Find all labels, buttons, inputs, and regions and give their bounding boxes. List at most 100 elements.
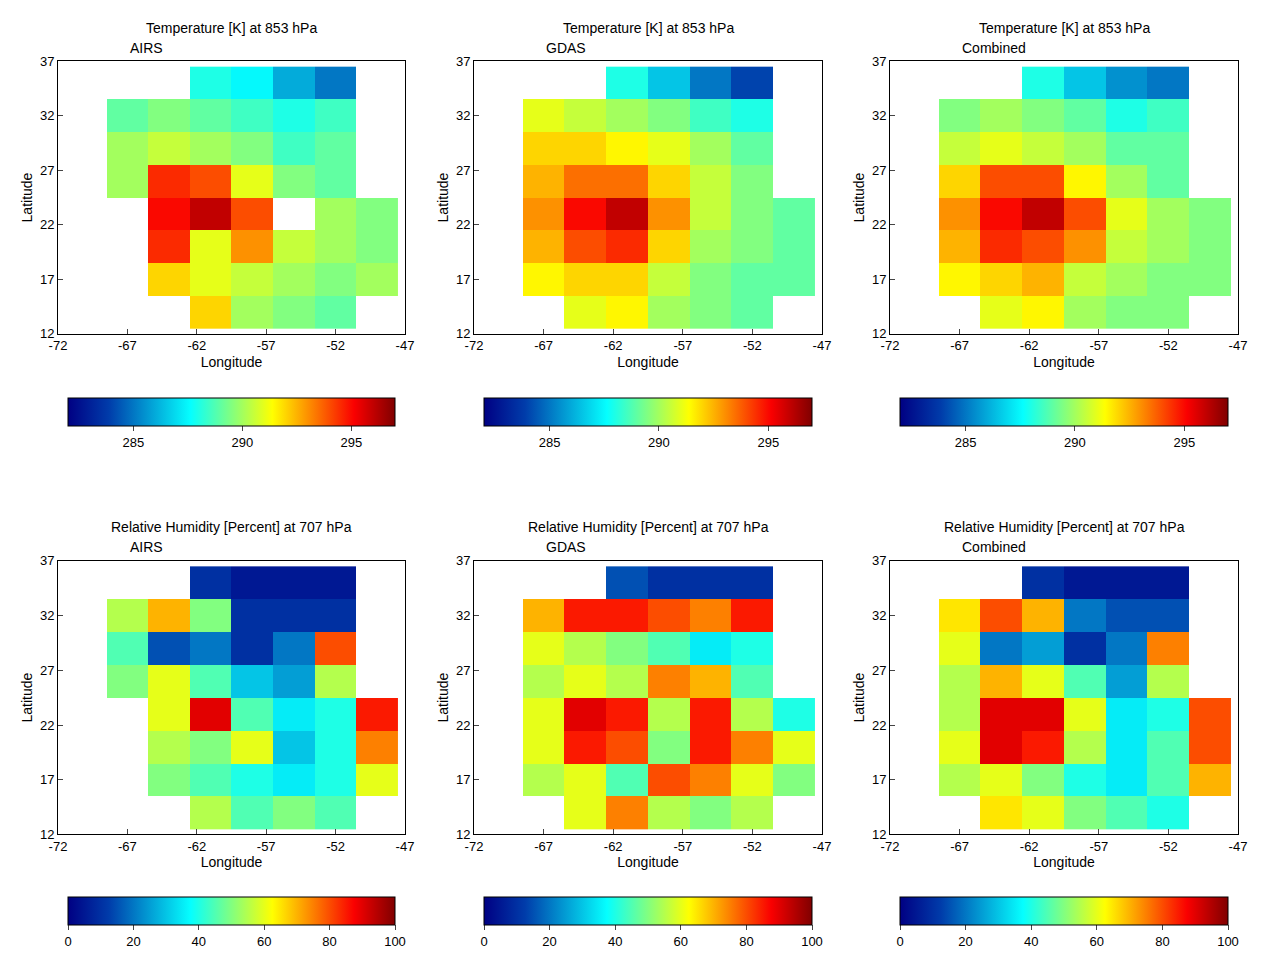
svg-text:Latitude: Latitude <box>435 172 451 222</box>
svg-text:37: 37 <box>872 553 886 568</box>
svg-text:-67: -67 <box>118 338 137 353</box>
svg-text:Relative Humidity [Percent] at: Relative Humidity [Percent] at 707 hPa <box>111 519 352 535</box>
svg-text:-67: -67 <box>950 839 969 854</box>
svg-text:-57: -57 <box>1089 338 1108 353</box>
svg-text:295: 295 <box>341 435 363 450</box>
svg-text:295: 295 <box>757 435 779 450</box>
svg-text:-47: -47 <box>1229 338 1248 353</box>
svg-text:-57: -57 <box>257 839 276 854</box>
svg-text:22: 22 <box>872 718 886 733</box>
svg-text:-47: -47 <box>396 338 415 353</box>
svg-text:-72: -72 <box>465 338 484 353</box>
svg-text:-57: -57 <box>673 839 692 854</box>
svg-text:40: 40 <box>1024 934 1038 949</box>
svg-text:Longitude: Longitude <box>617 854 679 870</box>
svg-text:22: 22 <box>40 718 54 733</box>
svg-text:37: 37 <box>872 54 886 69</box>
svg-text:AIRS: AIRS <box>130 539 163 555</box>
svg-text:-72: -72 <box>49 338 68 353</box>
svg-text:37: 37 <box>456 553 470 568</box>
svg-text:17: 17 <box>456 772 470 787</box>
svg-text:Temperature [K] at 853 hPa: Temperature [K] at 853 hPa <box>979 20 1150 36</box>
svg-text:AIRS: AIRS <box>130 40 163 56</box>
svg-text:285: 285 <box>955 435 977 450</box>
svg-text:Temperature [K] at 853 hPa: Temperature [K] at 853 hPa <box>146 20 317 36</box>
svg-text:285: 285 <box>539 435 561 450</box>
svg-text:-52: -52 <box>326 338 345 353</box>
svg-text:100: 100 <box>801 934 823 949</box>
svg-text:290: 290 <box>648 435 670 450</box>
svg-text:Longitude: Longitude <box>1033 354 1095 370</box>
svg-text:295: 295 <box>1173 435 1195 450</box>
svg-text:27: 27 <box>456 663 470 678</box>
svg-text:Combined: Combined <box>962 40 1026 56</box>
svg-text:Latitude: Latitude <box>851 172 867 222</box>
svg-text:-52: -52 <box>1159 338 1178 353</box>
svg-text:Latitude: Latitude <box>19 172 35 222</box>
svg-text:-52: -52 <box>743 839 762 854</box>
svg-text:0: 0 <box>480 934 487 949</box>
svg-text:290: 290 <box>232 435 254 450</box>
svg-text:-57: -57 <box>1089 839 1108 854</box>
svg-text:40: 40 <box>192 934 206 949</box>
svg-text:-72: -72 <box>49 839 68 854</box>
svg-text:-67: -67 <box>118 839 137 854</box>
svg-text:Longitude: Longitude <box>201 354 263 370</box>
svg-text:12: 12 <box>872 827 886 842</box>
svg-text:22: 22 <box>456 718 470 733</box>
svg-text:-52: -52 <box>1159 839 1178 854</box>
svg-text:37: 37 <box>40 54 54 69</box>
svg-text:Temperature [K] at 853 hPa: Temperature [K] at 853 hPa <box>563 20 734 36</box>
svg-text:37: 37 <box>456 54 470 69</box>
svg-text:32: 32 <box>456 108 470 123</box>
svg-text:17: 17 <box>872 272 886 287</box>
svg-text:12: 12 <box>456 326 470 341</box>
svg-text:-67: -67 <box>950 338 969 353</box>
svg-text:32: 32 <box>40 108 54 123</box>
svg-text:12: 12 <box>456 827 470 842</box>
svg-text:Relative Humidity [Percent] at: Relative Humidity [Percent] at 707 hPa <box>944 519 1185 535</box>
svg-text:Latitude: Latitude <box>19 673 35 723</box>
svg-text:32: 32 <box>456 608 470 623</box>
svg-text:80: 80 <box>739 934 753 949</box>
svg-text:100: 100 <box>384 934 406 949</box>
svg-text:80: 80 <box>322 934 336 949</box>
svg-text:-67: -67 <box>534 839 553 854</box>
svg-text:-62: -62 <box>604 839 623 854</box>
svg-text:12: 12 <box>872 326 886 341</box>
svg-text:GDAS: GDAS <box>546 40 586 56</box>
svg-text:27: 27 <box>872 163 886 178</box>
svg-text:Relative Humidity [Percent] at: Relative Humidity [Percent] at 707 hPa <box>528 519 769 535</box>
svg-text:-47: -47 <box>813 839 832 854</box>
svg-text:12: 12 <box>40 326 54 341</box>
svg-text:Latitude: Latitude <box>851 673 867 723</box>
svg-text:27: 27 <box>40 163 54 178</box>
svg-text:17: 17 <box>40 772 54 787</box>
svg-text:-52: -52 <box>326 839 345 854</box>
svg-text:100: 100 <box>1217 934 1239 949</box>
svg-text:-62: -62 <box>1020 839 1039 854</box>
svg-text:17: 17 <box>40 272 54 287</box>
svg-text:-57: -57 <box>673 338 692 353</box>
svg-text:0: 0 <box>64 934 71 949</box>
svg-text:32: 32 <box>40 608 54 623</box>
svg-text:60: 60 <box>257 934 271 949</box>
svg-text:GDAS: GDAS <box>546 539 586 555</box>
svg-text:27: 27 <box>872 663 886 678</box>
svg-text:20: 20 <box>542 934 556 949</box>
svg-text:-62: -62 <box>187 338 206 353</box>
svg-text:-62: -62 <box>604 338 623 353</box>
svg-text:-67: -67 <box>534 338 553 353</box>
svg-text:Longitude: Longitude <box>201 854 263 870</box>
svg-text:-47: -47 <box>396 839 415 854</box>
svg-text:-47: -47 <box>813 338 832 353</box>
svg-text:-52: -52 <box>743 338 762 353</box>
svg-text:285: 285 <box>123 435 145 450</box>
svg-text:60: 60 <box>1090 934 1104 949</box>
svg-text:80: 80 <box>1155 934 1169 949</box>
svg-text:-72: -72 <box>465 839 484 854</box>
svg-text:20: 20 <box>126 934 140 949</box>
svg-text:22: 22 <box>872 217 886 232</box>
svg-text:-47: -47 <box>1229 839 1248 854</box>
svg-text:0: 0 <box>896 934 903 949</box>
